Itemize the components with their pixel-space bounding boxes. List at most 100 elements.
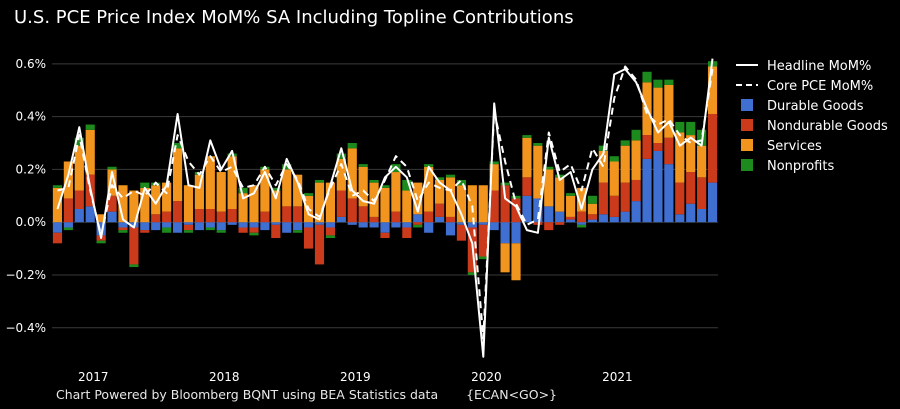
bar-segment <box>369 216 379 223</box>
bar-segment <box>249 227 259 233</box>
footer-source: Chart Powered by Bloomberg BQNT using BE… <box>56 387 439 402</box>
legend-label: Services <box>767 139 822 154</box>
bar-segment <box>489 190 499 223</box>
x-tick-label: 2018 <box>209 370 240 384</box>
bar-segment <box>336 216 346 223</box>
bar-segment <box>424 164 434 167</box>
bar-segment <box>675 182 685 215</box>
bar-segment <box>631 179 641 202</box>
bar-segment <box>445 177 456 217</box>
bar-segment <box>172 222 183 233</box>
bar-segment <box>391 222 401 228</box>
bar-segment <box>52 187 63 223</box>
bar-segment <box>664 137 674 165</box>
bar-segment <box>380 232 390 239</box>
bar-segment <box>96 240 106 244</box>
legend-label: Nondurable Goods <box>767 119 888 134</box>
bar-segment <box>697 177 707 209</box>
bar-segment <box>183 224 194 231</box>
bar-segment <box>63 222 73 228</box>
bar-segment <box>369 222 379 228</box>
bar-segment <box>598 182 608 215</box>
bar-segment <box>205 222 215 228</box>
bar-segment <box>489 161 499 165</box>
bar-segment <box>227 222 237 225</box>
bar-segment <box>194 209 204 223</box>
bar-segment <box>587 195 598 204</box>
bar-segment <box>227 209 237 223</box>
bar-segment <box>620 182 630 212</box>
bar-segment <box>118 227 128 231</box>
bar-segment <box>598 214 608 223</box>
bar-segment <box>325 235 335 239</box>
bar-segment <box>205 209 215 223</box>
legend: Headline MoM% Core PCE MoM% Durable Goods N… <box>736 59 888 174</box>
y-tick-label: 0.6% <box>16 57 47 71</box>
headline-line <box>56 58 714 358</box>
bar-segment <box>74 145 84 191</box>
bar-segment <box>500 222 510 244</box>
bar-segment <box>52 232 63 244</box>
bar-segment <box>140 222 150 231</box>
bar-segment <box>238 222 248 228</box>
bar-segment <box>686 172 696 204</box>
bar-segment <box>380 187 390 223</box>
bar-segment <box>653 150 663 223</box>
bar-segment <box>140 230 150 233</box>
bar-segment <box>620 140 630 146</box>
bar-segment <box>172 201 183 223</box>
bar-segment <box>609 195 619 217</box>
bar-segment <box>183 222 194 225</box>
bar-segment <box>314 179 325 183</box>
bar-segment <box>653 79 663 88</box>
bar-segment <box>74 190 84 209</box>
bar-segment <box>194 222 204 231</box>
bar-segment <box>85 206 95 223</box>
bar-segment <box>686 135 696 173</box>
bar-segment <box>435 216 445 223</box>
bar-segment <box>238 193 248 223</box>
legend-swatch <box>741 119 753 131</box>
bar-segment <box>566 219 576 223</box>
bar-segment <box>63 198 73 223</box>
bar-segment <box>587 214 598 220</box>
bar-segment <box>249 222 259 228</box>
bar-segment <box>271 190 281 223</box>
bar-segment <box>63 161 73 199</box>
bar-segment <box>555 211 565 223</box>
bar-segment <box>435 203 445 217</box>
bar-segment <box>358 164 368 167</box>
bar-segment <box>467 272 477 275</box>
bar-segment <box>282 164 292 170</box>
bar-segment <box>52 222 63 233</box>
bar-segment <box>533 145 543 199</box>
bar-segment <box>74 209 84 223</box>
bar-segment <box>325 182 335 223</box>
bar-segment <box>380 185 390 188</box>
bar-segment <box>576 211 587 223</box>
bar-segment <box>675 214 685 223</box>
bar-segment <box>707 66 718 114</box>
x-tick-label: 2019 <box>340 370 371 384</box>
bar-segment <box>642 158 652 223</box>
bar-segment <box>609 156 619 162</box>
bar-segment <box>151 222 161 231</box>
bar-segment <box>205 227 215 231</box>
bar-segment <box>435 179 445 204</box>
bar-segment <box>456 179 467 186</box>
x-tick-label: 2017 <box>78 370 109 384</box>
bar-segment <box>52 185 63 188</box>
legend-swatch <box>741 99 753 111</box>
x-tick-label: 2020 <box>471 370 502 384</box>
bar-segment <box>260 211 270 223</box>
bar-segment <box>598 150 608 183</box>
y-tick-label: 0.4% <box>16 110 47 124</box>
bar-segment <box>697 145 707 178</box>
bar-segment <box>544 222 554 231</box>
bar-segment <box>478 224 488 257</box>
legend-swatch <box>741 139 753 151</box>
bar-segment <box>96 222 106 236</box>
bar-segment <box>424 211 434 223</box>
bar-segment <box>336 158 346 191</box>
bar-segment <box>664 164 674 223</box>
